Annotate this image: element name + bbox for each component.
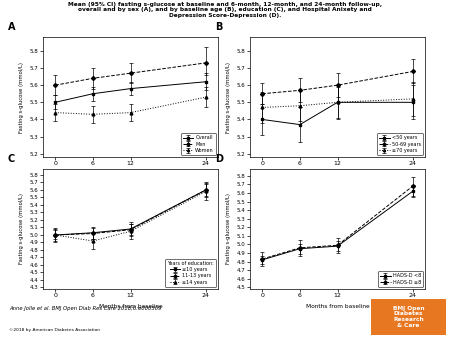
Text: Mean (95% CI) fasting s-glucose at baseline and 6-month, 12-month, and 24-month : Mean (95% CI) fasting s-glucose at basel… <box>68 2 382 18</box>
Text: BMJ Open
Diabetes
Research
& Care: BMJ Open Diabetes Research & Care <box>392 306 424 328</box>
Text: ©2018 by American Diabetes Association: ©2018 by American Diabetes Association <box>9 328 100 332</box>
Text: C: C <box>8 154 15 164</box>
Y-axis label: Fasting s-glucose (mmol/L): Fasting s-glucose (mmol/L) <box>226 193 231 265</box>
Text: A: A <box>8 22 15 32</box>
Y-axis label: Fasting s-glucose (mmol/L): Fasting s-glucose (mmol/L) <box>19 193 24 265</box>
Legend: Overall, Men, Women: Overall, Men, Women <box>180 134 216 155</box>
Legend: ≤10 years, 11-13 years, ≥14 years: ≤10 years, 11-13 years, ≥14 years <box>165 259 216 287</box>
Legend: <50 years, 50-69 years, ≥70 years: <50 years, 50-69 years, ≥70 years <box>377 134 423 155</box>
Y-axis label: Fasting s-glucose (mmol/L): Fasting s-glucose (mmol/L) <box>19 62 24 133</box>
X-axis label: Months from baseline: Months from baseline <box>306 304 369 309</box>
Text: B: B <box>215 22 222 32</box>
Text: Anne Jolle et al. BMJ Open Diab Res Care 2018;6:e000509: Anne Jolle et al. BMJ Open Diab Res Care… <box>9 306 162 311</box>
Legend: HADS-D <8, HADS-D ≥8: HADS-D <8, HADS-D ≥8 <box>378 271 423 287</box>
X-axis label: Months from baseline: Months from baseline <box>99 304 162 309</box>
X-axis label: Months from baseline: Months from baseline <box>306 172 369 177</box>
Y-axis label: Fasting s-glucose (mmol/L): Fasting s-glucose (mmol/L) <box>226 62 231 133</box>
X-axis label: Months from baseline: Months from baseline <box>99 172 162 177</box>
Text: D: D <box>215 154 223 164</box>
